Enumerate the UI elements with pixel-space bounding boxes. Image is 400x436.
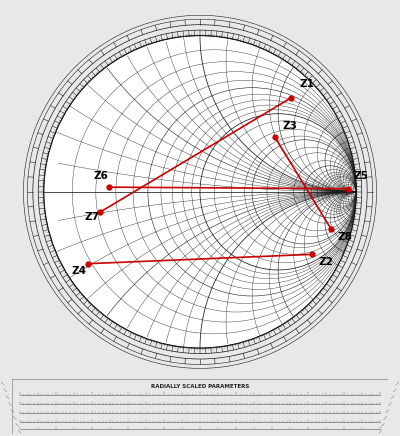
Text: Z5: Z5 (354, 171, 369, 181)
Text: Z7: Z7 (84, 211, 99, 221)
Text: Z3: Z3 (283, 121, 298, 131)
Text: Z6: Z6 (94, 171, 109, 181)
Text: Z4: Z4 (72, 266, 87, 276)
Text: Z1: Z1 (300, 79, 315, 89)
Text: Z8: Z8 (338, 232, 352, 242)
Circle shape (44, 36, 356, 348)
Text: Z2: Z2 (319, 257, 334, 267)
Text: RADIALLY SCALED PARAMETERS: RADIALLY SCALED PARAMETERS (151, 384, 249, 388)
